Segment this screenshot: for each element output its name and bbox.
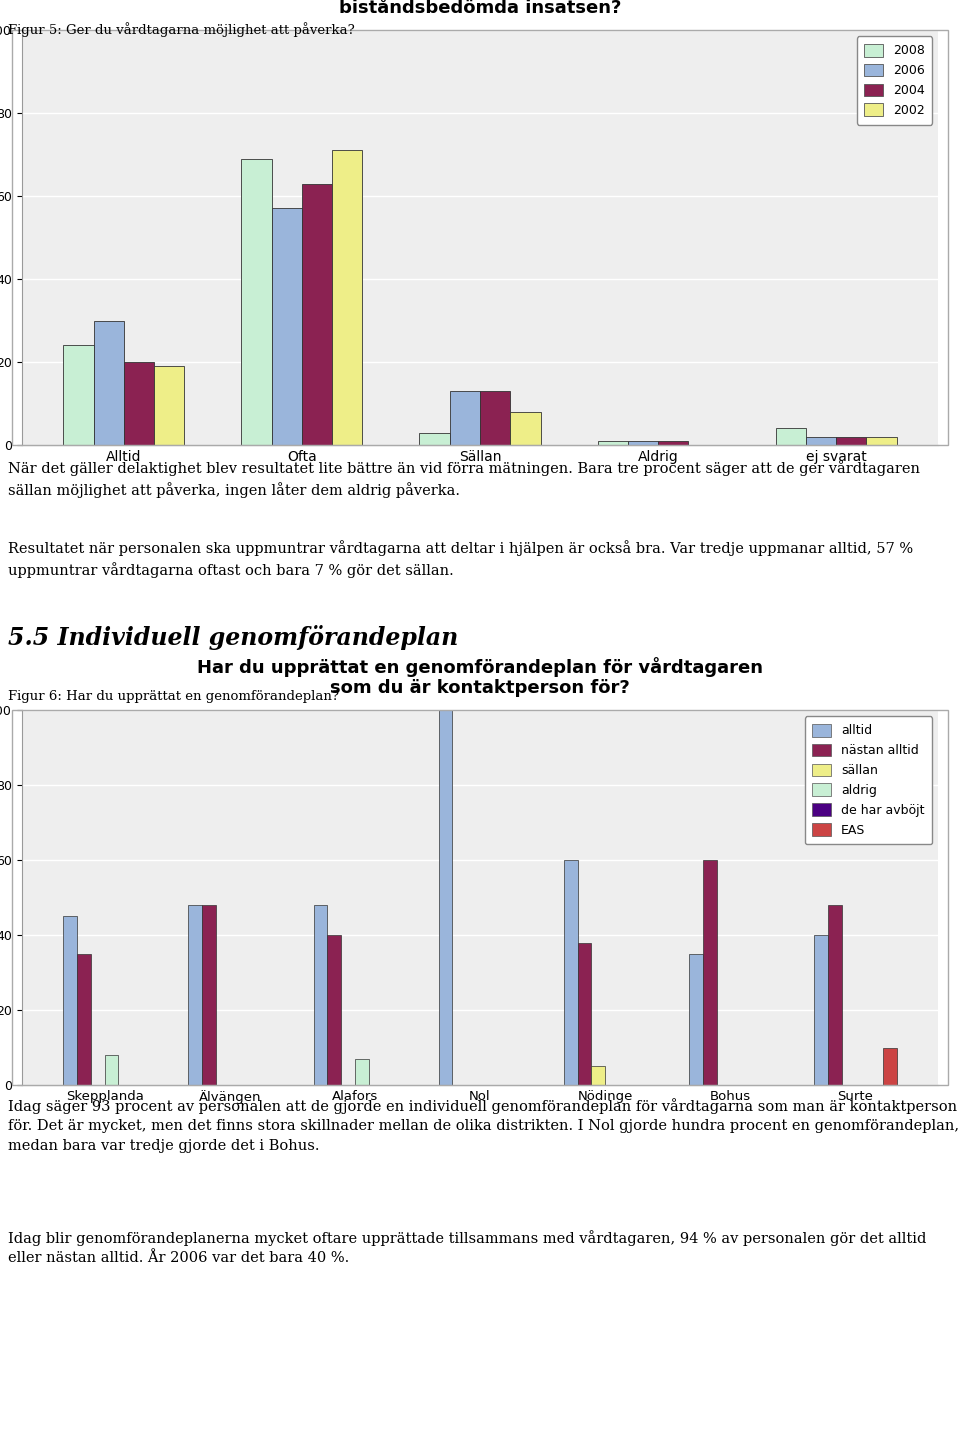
Bar: [203, 905, 216, 1084]
Bar: [314, 905, 327, 1084]
Bar: [332, 150, 363, 445]
Text: Figur 6: Har du upprättat en genomförandeplan?: Figur 6: Har du upprättat en genomförand…: [8, 690, 339, 703]
Title: Ger du vårdtagaren möjlighet att påverka utförandet av den
biståndsbedömda insat: Ger du vårdtagaren möjlighet att påverka…: [174, 0, 786, 17]
Bar: [93, 321, 124, 445]
Bar: [188, 905, 203, 1084]
Text: Idag blir genomförandeplanerna mycket oftare upprättade tillsammans med vårdtaga: Idag blir genomförandeplanerna mycket of…: [8, 1231, 926, 1265]
Bar: [628, 441, 659, 445]
Bar: [805, 437, 836, 445]
Bar: [511, 412, 540, 445]
Bar: [272, 208, 301, 445]
Bar: [439, 710, 452, 1084]
Bar: [77, 954, 91, 1084]
Bar: [578, 943, 591, 1084]
Bar: [883, 1047, 897, 1084]
Bar: [836, 437, 867, 445]
Title: Har du upprättat en genomförandeplan för vårdtagaren
som du är kontaktperson för: Har du upprättat en genomförandeplan för…: [197, 656, 763, 697]
Bar: [591, 1066, 605, 1084]
Bar: [63, 917, 77, 1084]
Bar: [659, 441, 688, 445]
Bar: [241, 159, 272, 445]
Bar: [155, 366, 184, 445]
Bar: [689, 954, 703, 1084]
Bar: [867, 437, 897, 445]
Bar: [355, 1058, 369, 1084]
Bar: [814, 936, 828, 1084]
Bar: [301, 184, 332, 445]
Bar: [63, 346, 93, 445]
Text: Idag säger 93 procent av personalen att de gjorde en individuell genomförandepla: Idag säger 93 procent av personalen att …: [8, 1098, 959, 1152]
Bar: [564, 860, 578, 1084]
Bar: [776, 428, 805, 445]
Bar: [420, 432, 449, 445]
Bar: [828, 905, 842, 1084]
Text: När det gäller delaktighet blev resultatet lite bättre än vid förra mätningen. B: När det gäller delaktighet blev resultat…: [8, 460, 920, 499]
Bar: [597, 441, 628, 445]
Text: 5.5 Individuell genomförandeplan: 5.5 Individuell genomförandeplan: [8, 625, 458, 651]
Legend: 2008, 2006, 2004, 2002: 2008, 2006, 2004, 2002: [856, 36, 932, 124]
Bar: [105, 1056, 118, 1084]
Text: Resultatet när personalen ska uppmuntrar vårdtagarna att deltar i hjälpen är ock: Resultatet när personalen ska uppmuntrar…: [8, 539, 913, 578]
Bar: [480, 390, 511, 445]
Bar: [327, 936, 341, 1084]
Bar: [449, 390, 480, 445]
Bar: [703, 860, 716, 1084]
Bar: [124, 362, 155, 445]
Legend: alltid, nästan alltid, sällan, aldrig, de har avböjt, EAS: alltid, nästan alltid, sällan, aldrig, d…: [804, 716, 932, 844]
Text: Figur 5: Ger du vårdtagarna möjlighet att påverka?: Figur 5: Ger du vårdtagarna möjlighet at…: [8, 22, 355, 38]
